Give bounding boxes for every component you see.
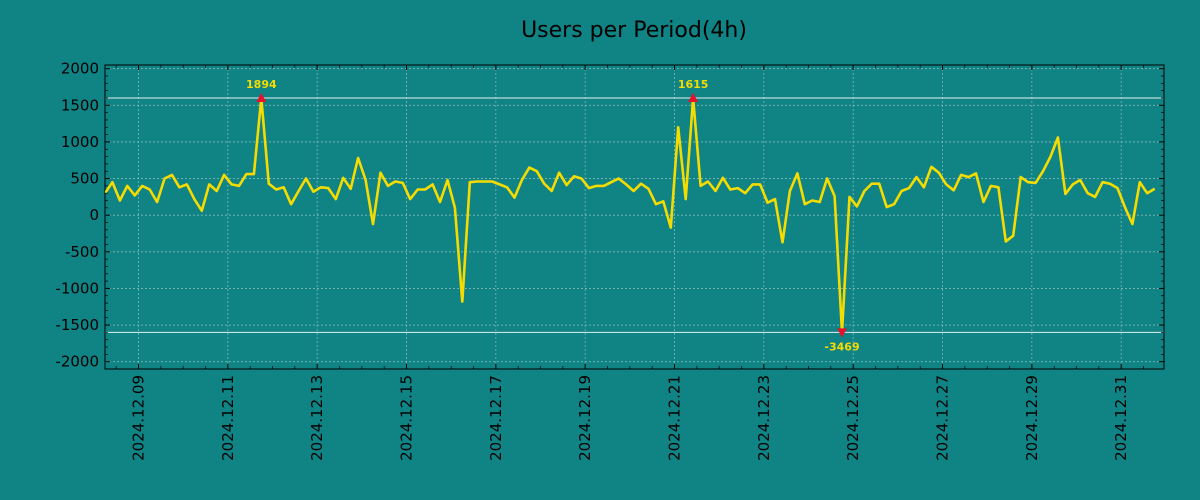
x-tick-label: 2024.12.21 [666, 375, 684, 461]
plot-area [104, 64, 1165, 370]
y-axis: 2000 1500 1000 500 0 -500 -1000 -1500 -2000 [55, 60, 1164, 371]
y-tick-label: 2000 [61, 60, 99, 78]
x-tick-label: 2024.12.29 [1023, 375, 1041, 461]
series-line [105, 96, 1156, 334]
trough-label: -3469 [824, 340, 859, 353]
grid [105, 65, 1164, 369]
threshold-lines [105, 97, 1164, 333]
series-layer [105, 96, 1156, 334]
peak-label: 1615 [678, 78, 709, 91]
y-tick-label: -1500 [55, 316, 99, 334]
y-tick-label: 1500 [61, 96, 99, 114]
y-tick-label: -2000 [55, 353, 99, 371]
peak-label: 1894 [246, 78, 277, 91]
x-tick-label: 2024.12.19 [576, 375, 594, 461]
y-tick-label: -1000 [55, 279, 99, 297]
chart-title: Users per Period(4h) [521, 18, 747, 43]
peak-marker [688, 92, 699, 102]
trough-marker [837, 328, 848, 338]
y-tick-label: 1000 [61, 133, 99, 151]
y-tick-label: 0 [89, 206, 99, 224]
x-tick-label: 2024.12.11 [219, 375, 237, 461]
annotations: 1894 1615 -3469 [246, 78, 860, 353]
y-tick-label: 500 [70, 170, 99, 188]
x-tick-label: 2024.12.13 [308, 375, 326, 461]
x-tick-label: 2024.12.27 [934, 375, 952, 461]
x-tick-label: 2024.12.17 [487, 375, 505, 461]
x-tick-label: 2024.12.25 [844, 375, 862, 461]
x-tick-label: 2024.12.15 [398, 375, 416, 461]
x-tick-label: 2024.12.09 [130, 375, 148, 461]
y-tick-label: -500 [65, 243, 99, 261]
x-axis: 2024.12.09 2024.12.11 2024.12.13 2024.12.15… [115, 65, 1144, 461]
x-tick-label: 2024.12.31 [1112, 375, 1130, 461]
x-tick-label: 2024.12.23 [755, 375, 773, 461]
peak-marker [256, 92, 267, 102]
